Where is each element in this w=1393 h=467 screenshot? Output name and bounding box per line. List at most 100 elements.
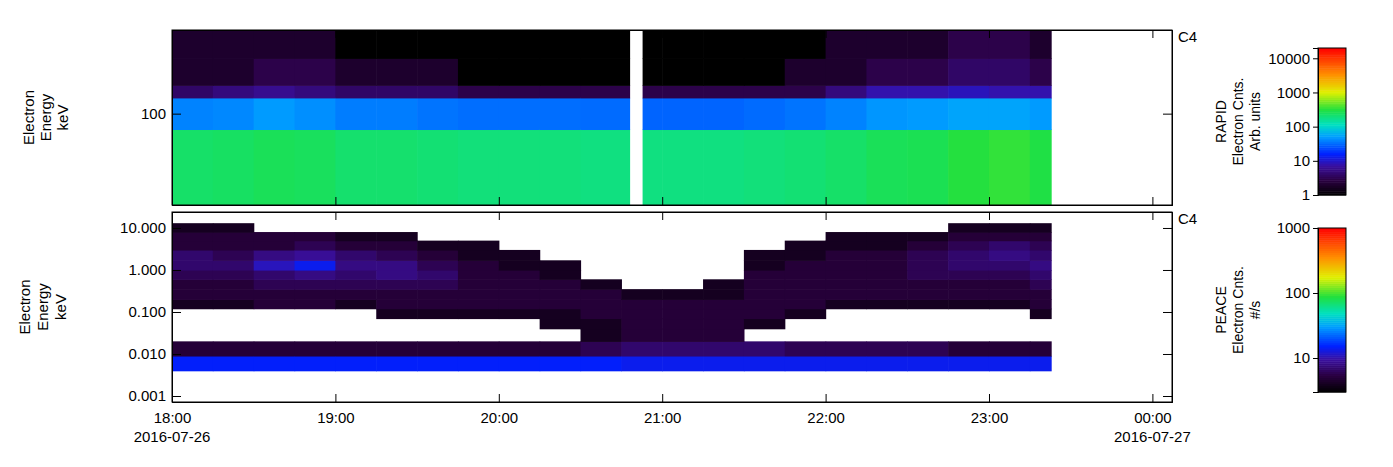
cell	[866, 299, 907, 309]
cell	[295, 232, 336, 241]
cell	[295, 299, 336, 309]
x-tick-line	[989, 197, 990, 205]
cell	[580, 341, 621, 356]
x-tick-top	[826, 212, 827, 220]
cell	[703, 329, 744, 342]
cell	[826, 270, 867, 280]
x-tick-label: 23:00	[971, 409, 1009, 426]
y-tick-line	[172, 114, 181, 115]
x-tick-line	[1152, 197, 1153, 205]
cell	[295, 260, 336, 270]
cell	[335, 232, 376, 241]
cell	[1030, 309, 1052, 319]
cell	[907, 270, 948, 280]
cell	[989, 356, 1030, 371]
cell	[295, 241, 336, 251]
y-tick-label: 0.100	[128, 303, 166, 320]
cell	[785, 356, 826, 371]
colorbar-tick: 100	[1285, 118, 1318, 135]
panel-title: C4	[1178, 210, 1197, 227]
cell	[907, 241, 948, 251]
cell	[376, 30, 417, 59]
x-tick	[499, 197, 500, 205]
cell	[989, 85, 1030, 98]
cell	[948, 223, 989, 232]
cell	[907, 129, 948, 205]
cell	[540, 98, 581, 130]
cell	[335, 30, 376, 59]
x-tick-top	[1152, 212, 1153, 220]
x-tick	[989, 197, 990, 205]
cell	[376, 98, 417, 130]
cell	[703, 30, 744, 59]
colorbar-tick-label: 100	[1285, 284, 1310, 301]
cell	[744, 279, 785, 289]
cell	[826, 129, 867, 205]
cell	[458, 241, 499, 251]
cell	[948, 250, 989, 261]
cell	[499, 356, 540, 371]
colorbar-tick: 1000	[1277, 84, 1318, 101]
cell	[1030, 30, 1052, 59]
colorbar-axis-line	[1313, 49, 1319, 196]
y-tick-line	[172, 270, 181, 271]
cell	[826, 85, 867, 98]
cell	[172, 241, 213, 251]
cell	[540, 309, 581, 319]
x-tick-top-line	[335, 212, 336, 220]
x-tick-top-line	[499, 212, 500, 220]
cell	[376, 241, 417, 251]
y-tick-right-line	[1163, 312, 1172, 313]
y-tick-label: 100	[141, 105, 166, 122]
cell	[172, 279, 213, 289]
cell	[376, 129, 417, 205]
cell	[417, 250, 458, 261]
cell	[785, 260, 826, 270]
cell	[580, 329, 621, 342]
y-tick-line	[172, 228, 181, 229]
cell	[744, 356, 785, 371]
cell	[417, 341, 458, 356]
y-axis-line	[173, 31, 182, 206]
cell	[643, 129, 663, 205]
cell	[785, 299, 826, 309]
cell	[785, 98, 826, 130]
cell	[172, 58, 213, 86]
y-axis-line-right	[1163, 213, 1173, 403]
cell	[1030, 279, 1052, 289]
cell	[907, 232, 948, 241]
cell	[295, 289, 336, 300]
cell	[499, 250, 540, 261]
cell	[1030, 270, 1052, 280]
cell	[417, 129, 458, 205]
y-tick: 1.000	[128, 261, 181, 278]
cell	[866, 30, 907, 59]
cell	[826, 30, 867, 59]
cell	[295, 85, 336, 98]
cell	[335, 289, 376, 300]
cell	[907, 85, 948, 98]
x-tick-line	[826, 394, 827, 402]
cell	[703, 85, 744, 98]
x-date-label: 2016-07-27	[1114, 428, 1191, 445]
colorbar-tick: 1	[1302, 186, 1318, 203]
cell	[948, 279, 989, 289]
cell	[785, 289, 826, 300]
cell	[1030, 260, 1052, 270]
cell	[540, 289, 581, 300]
cell	[335, 129, 376, 205]
cell	[907, 299, 948, 309]
cell	[866, 260, 907, 270]
cell	[989, 299, 1030, 309]
colorbar-tick: 1000	[1277, 219, 1318, 236]
x-axis-line	[173, 394, 1173, 403]
cell	[213, 260, 254, 270]
cell	[417, 279, 458, 289]
cell	[540, 30, 581, 59]
y-tick-right	[1163, 228, 1172, 229]
x-tick-top-line	[989, 212, 990, 220]
cell	[785, 250, 826, 261]
cell	[907, 98, 948, 130]
x-tick-top	[662, 212, 663, 220]
cell	[295, 30, 336, 59]
